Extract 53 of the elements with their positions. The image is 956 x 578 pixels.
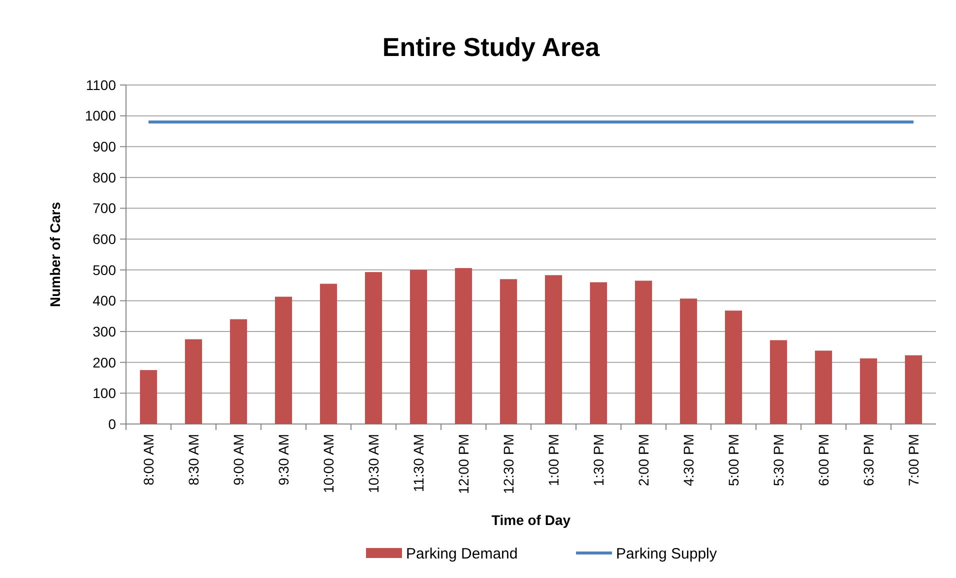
y-tick-label: 700: [92, 200, 116, 216]
x-tick-label: 8:00 AM: [140, 434, 156, 486]
y-axis-title: Number of Cars: [47, 202, 63, 308]
y-tick-label: 800: [92, 169, 116, 186]
x-tick-label: 12:00 PM: [455, 434, 472, 494]
x-tick-label: 1:30 PM: [590, 434, 606, 486]
x-tick-label: 11:30 AM: [410, 434, 426, 492]
bar: [500, 279, 518, 424]
x-tick-label: 6:00 PM: [815, 434, 832, 486]
y-tick-label: 100: [92, 385, 116, 402]
bar: [274, 296, 292, 424]
bar: [634, 280, 652, 424]
bar: [410, 270, 428, 424]
bar: [320, 284, 338, 424]
bar: [544, 275, 562, 424]
legend-label: Parking Demand: [406, 545, 518, 562]
x-tick-label: 9:00 AM: [230, 434, 246, 486]
bar: [904, 355, 922, 424]
x-tick-label: 9:30 AM: [275, 434, 292, 486]
legend-label: Parking Supply: [616, 545, 718, 562]
bar: [230, 319, 248, 424]
y-tick-label: 0: [108, 416, 116, 432]
y-tick-label: 300: [92, 323, 116, 340]
bar: [184, 339, 202, 424]
x-tick-label: 5:30 PM: [770, 434, 786, 486]
x-tick-label: 8:30 AM: [185, 434, 202, 486]
y-tick-label: 500: [92, 262, 116, 278]
bar: [590, 282, 608, 424]
bar: [860, 358, 878, 424]
bar: [680, 298, 698, 424]
chart-title: Entire Study Area: [382, 32, 600, 62]
x-tick-label: 10:30 AM: [365, 434, 382, 494]
x-tick-label: 4:30 PM: [680, 434, 696, 486]
bar: [364, 272, 382, 424]
x-axis-title: Time of Day: [491, 512, 571, 528]
x-tick-label: 6:30 PM: [860, 434, 876, 486]
y-tick-label: 1000: [84, 108, 116, 124]
y-tick-label: 1100: [86, 76, 116, 93]
x-tick-label: 2:00 PM: [635, 434, 652, 486]
bar: [814, 350, 832, 424]
bar: [724, 310, 742, 424]
y-tick-label: 400: [92, 292, 116, 309]
x-tick-label: 7:00 PM: [905, 434, 922, 486]
x-tick-label: 12:30 PM: [500, 434, 516, 494]
y-tick-label: 600: [92, 230, 116, 247]
y-tick-label: 200: [92, 354, 116, 370]
bar: [770, 340, 788, 424]
bar: [140, 370, 158, 424]
x-tick-label: 1:00 PM: [545, 434, 562, 486]
y-tick-label: 900: [92, 138, 116, 155]
x-tick-label: 5:00 PM: [725, 434, 742, 486]
bar: [454, 268, 472, 424]
x-tick-label: 10:00 AM: [320, 434, 336, 494]
